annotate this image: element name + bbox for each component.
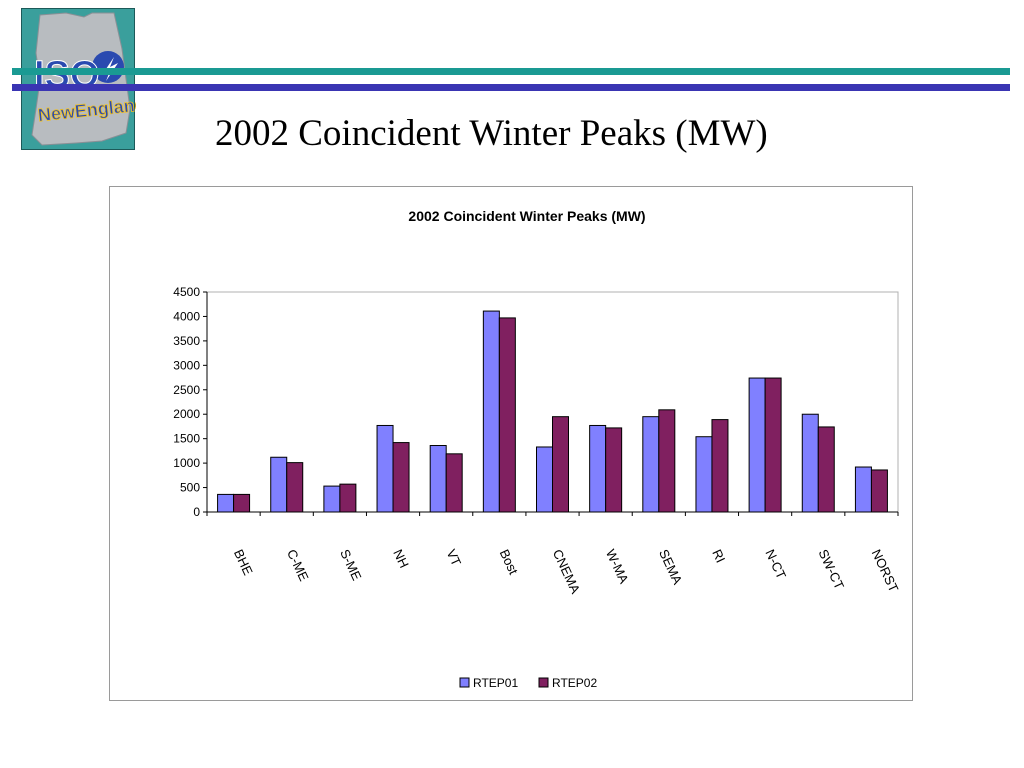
x-tick-label: S-ME	[337, 547, 364, 583]
x-tick-label: CNEMA	[550, 547, 584, 596]
bar-rtep01-norst	[854, 466, 872, 513]
chart-title: 2002 Coincident Winter Peaks (MW)	[408, 208, 645, 224]
legend: RTEP01 RTEP02	[459, 676, 597, 690]
bar-rtep01-cnema	[536, 446, 553, 513]
header-rule-blue	[12, 84, 1010, 91]
bar-rtep02-cnema	[552, 416, 569, 513]
y-tick-label: 3500	[173, 334, 200, 348]
x-tick-label: SW-CT	[816, 547, 848, 592]
bar-rtep01-s-me	[323, 485, 341, 513]
bar-rtep02-bost	[498, 317, 516, 513]
x-tick-label: Bost	[497, 547, 522, 577]
bar-rtep02-w-ma	[605, 427, 623, 513]
y-tick-label: 4500	[173, 285, 200, 299]
x-tick-label: C-ME	[284, 547, 312, 584]
bar-rtep01-nh	[376, 424, 394, 513]
header-rule-teal	[12, 68, 1010, 75]
bar-rtep02-ri	[711, 419, 729, 513]
bar-chart: 2002 Coincident Winter Peaks (MW) 0 500 10…	[173, 208, 902, 690]
bar-rtep02-sema	[658, 409, 676, 513]
bar-rtep01-sema	[642, 416, 660, 513]
legend-label-rtep02: RTEP02	[552, 676, 597, 690]
bar-rtep02-vt	[445, 453, 463, 513]
bar-rtep01-w-ma	[589, 424, 607, 513]
bar-rtep01-bhe	[217, 493, 235, 513]
bar-rtep01-sw-ct	[801, 413, 819, 513]
x-tick-label: N-CT	[762, 547, 789, 582]
x-tick-label: NORST	[869, 547, 902, 595]
y-tick-label: 500	[180, 481, 200, 495]
bar-rtep02-norst	[870, 469, 888, 513]
legend-swatch-rtep01	[459, 677, 470, 688]
y-axis: 0 500 1000 1500 2000 2500 3000 3500 4000 4500	[173, 285, 208, 519]
y-tick-label: 4000	[173, 309, 200, 323]
x-tick-label: VT	[443, 547, 464, 568]
chart-frame: 2002 Coincident Winter Peaks (MW) 0 500 10…	[109, 186, 913, 701]
bar-rtep02-nh	[392, 442, 410, 513]
x-axis: BHE C-ME S-ME NH VT Bost CNEMA W-MA SEMA RI N-CT SW…	[206, 511, 902, 596]
bar-rtep02-n-ct	[764, 377, 782, 513]
legend-label-rtep01: RTEP01	[473, 676, 518, 690]
bars	[217, 310, 888, 513]
logo-graphic: ISO NewEngland	[31, 12, 136, 146]
y-tick-label: 1500	[173, 432, 200, 446]
bar-rtep02-bhe	[233, 493, 251, 513]
bar-rtep01-vt	[429, 445, 447, 513]
y-tick-label: 2000	[173, 407, 200, 421]
y-tick-label: 3000	[173, 358, 200, 372]
bar-rtep02-s-me	[339, 483, 357, 513]
x-tick-label: W-MA	[603, 547, 632, 586]
x-tick-label: RI	[709, 547, 728, 565]
bar-rtep02-sw-ct	[817, 426, 835, 513]
bar-rtep02-c-me	[286, 462, 304, 513]
x-tick-label: NH	[390, 547, 412, 570]
iso-new-england-logo: ISO NewEngland	[21, 8, 136, 150]
bar-rtep01-ri	[695, 436, 713, 513]
bar-rtep01-c-me	[270, 456, 288, 513]
bar-rtep01-bost	[482, 310, 500, 513]
y-tick-label: 0	[193, 505, 200, 519]
y-tick-label: 2500	[173, 383, 200, 397]
bar-rtep01-n-ct	[748, 377, 766, 513]
x-tick-label: SEMA	[656, 547, 685, 587]
slide-title: 2002 Coincident Winter Peaks (MW)	[215, 113, 768, 154]
legend-swatch-rtep02	[538, 677, 549, 688]
y-tick-label: 1000	[173, 456, 200, 470]
x-tick-label: BHE	[231, 547, 256, 578]
